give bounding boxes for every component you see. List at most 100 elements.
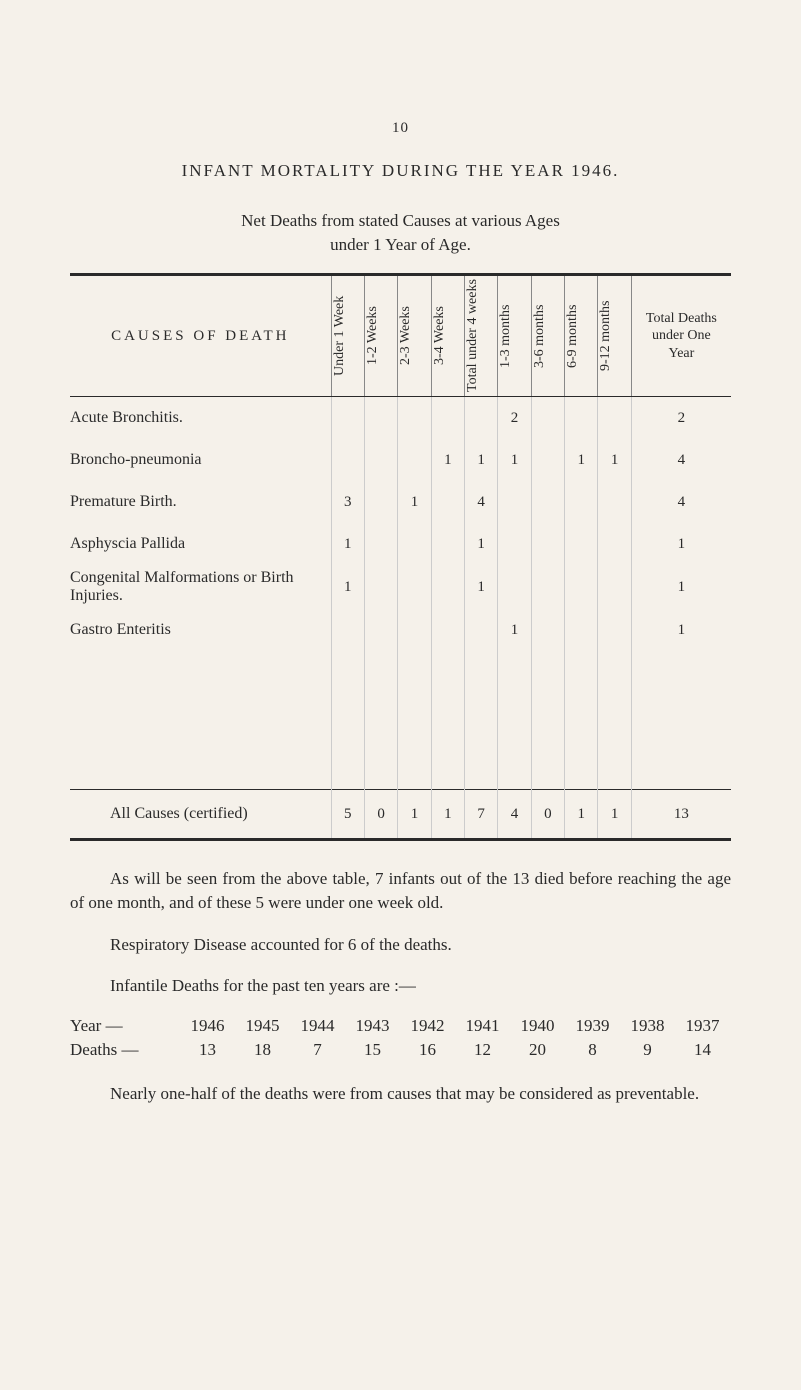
cell (398, 523, 431, 565)
cell (398, 609, 431, 651)
total-cell: 1 (398, 790, 431, 839)
spacer-cell (531, 651, 564, 790)
cell (431, 565, 464, 609)
total-cell: 5 (331, 790, 364, 839)
cell: 1 (598, 439, 631, 481)
cell (531, 609, 564, 651)
spacer-cell (631, 651, 731, 790)
cell: 1 (631, 523, 731, 565)
spacer-cell (70, 651, 331, 790)
cell (331, 397, 364, 440)
cell (364, 565, 397, 609)
cell: 4 (465, 481, 498, 523)
cell: 2 (631, 397, 731, 440)
cell (398, 565, 431, 609)
col-header-9-12-months: 9-12 months (598, 276, 631, 397)
cell (598, 609, 631, 651)
col-header-1-2-weeks: 1-2 Weeks (364, 276, 397, 397)
cell (331, 439, 364, 481)
spacer-cell (565, 651, 598, 790)
paragraph-3: Infantile Deaths for the past ten years … (70, 974, 731, 998)
col-header-3-6-months: 3-6 months (531, 276, 564, 397)
cell (364, 523, 397, 565)
cell (431, 397, 464, 440)
total-cell: 1 (431, 790, 464, 839)
col-header-causes: CAUSES OF DEATH (70, 276, 331, 397)
deaths-cell: 16 (400, 1040, 455, 1060)
year-cell: 1941 (455, 1016, 510, 1036)
cell (565, 523, 598, 565)
spacer-cell (498, 651, 531, 790)
deaths-cell: 7 (290, 1040, 345, 1060)
cell (364, 609, 397, 651)
cell: 1 (465, 523, 498, 565)
deaths-cell: 8 (565, 1040, 620, 1060)
cell (598, 481, 631, 523)
cell (465, 609, 498, 651)
cell (598, 523, 631, 565)
spacer-cell (431, 651, 464, 790)
cell (465, 397, 498, 440)
cell (431, 481, 464, 523)
cell (531, 397, 564, 440)
col-header-6-9-months: 6-9 months (565, 276, 598, 397)
total-cell: 0 (364, 790, 397, 839)
paragraph-4: Nearly one-half of the deaths were from … (70, 1082, 731, 1106)
cell (598, 565, 631, 609)
row-label: Premature Birth. (70, 481, 331, 523)
deaths-cell: 15 (345, 1040, 400, 1060)
cell: 3 (331, 481, 364, 523)
cell (498, 481, 531, 523)
col-header-under-1-week: Under 1 Week (331, 276, 364, 397)
table-row: Gastro Enteritis 1 1 (70, 609, 731, 651)
cell (331, 609, 364, 651)
cell: 1 (465, 565, 498, 609)
mortality-table: CAUSES OF DEATH Under 1 Week 1-2 Weeks 2… (70, 276, 731, 838)
spacer-cell (398, 651, 431, 790)
cell (598, 397, 631, 440)
total-row: All Causes (certified)50117401113 (70, 790, 731, 839)
total-cell: 4 (498, 790, 531, 839)
deaths-label: Deaths — (70, 1040, 180, 1060)
cell (565, 397, 598, 440)
table-row: Acute Bronchitis. 2 2 (70, 397, 731, 440)
spacer-cell (465, 651, 498, 790)
cell: 4 (631, 481, 731, 523)
cell (498, 565, 531, 609)
table-row: Premature Birth.3144 (70, 481, 731, 523)
cell: 1 (631, 565, 731, 609)
year-cell: 1946 (180, 1016, 235, 1036)
table-row: Congenital Malformations or Birth Injuri… (70, 565, 731, 609)
cell (398, 397, 431, 440)
deaths-cell: 9 (620, 1040, 675, 1060)
cell: 1 (465, 439, 498, 481)
year-cell: 1937 (675, 1016, 730, 1036)
page: 10 INFANT MORTALITY DURING THE YEAR 1946… (0, 0, 801, 1390)
total-cell: 7 (465, 790, 498, 839)
cell: 1 (431, 439, 464, 481)
cell: 1 (498, 609, 531, 651)
cell: 1 (331, 523, 364, 565)
cell (364, 397, 397, 440)
cell: 1 (631, 609, 731, 651)
year-label: Year — (70, 1016, 180, 1036)
spacer-cell (598, 651, 631, 790)
year-cell: 1943 (345, 1016, 400, 1036)
cell (364, 439, 397, 481)
col-header-1-3-months: 1-3 months (498, 276, 531, 397)
cell (565, 565, 598, 609)
deaths-cell: 18 (235, 1040, 290, 1060)
cell (531, 565, 564, 609)
page-number: 10 (70, 120, 731, 137)
cell (531, 439, 564, 481)
row-label: Acute Bronchitis. (70, 397, 331, 440)
cell: 2 (498, 397, 531, 440)
subtitle-line-2: under 1 Year of Age. (70, 235, 731, 255)
spacer-row (70, 651, 731, 790)
cell: 1 (498, 439, 531, 481)
spacer-cell (331, 651, 364, 790)
row-label: Gastro Enteritis (70, 609, 331, 651)
cell (498, 523, 531, 565)
total-label: All Causes (certified) (70, 790, 331, 839)
cell: 1 (565, 439, 598, 481)
